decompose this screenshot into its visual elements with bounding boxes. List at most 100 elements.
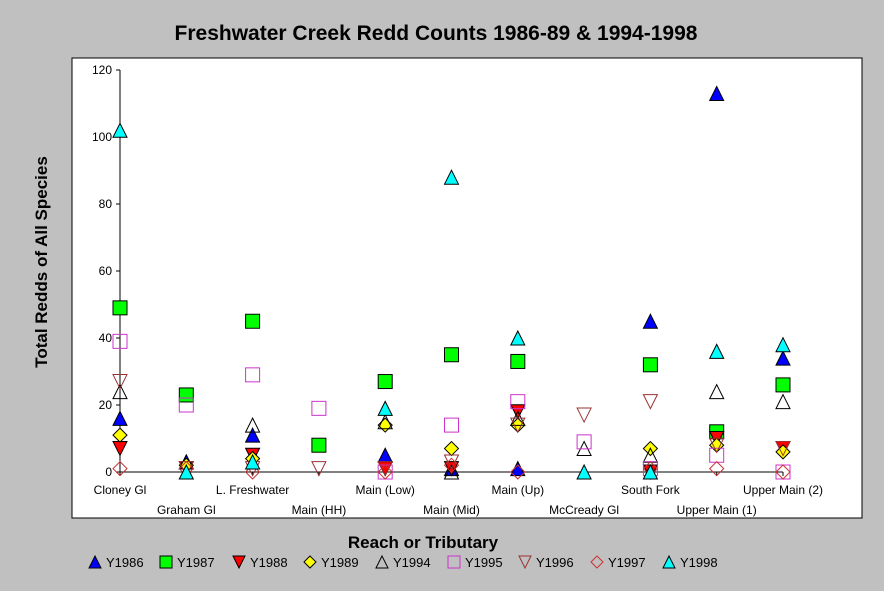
data-point: [377, 400, 394, 416]
data-point: [178, 463, 195, 480]
legend-marker: [159, 555, 173, 569]
legend-item: Y1987: [159, 555, 215, 570]
data-point: [509, 417, 526, 434]
legend-item: Y1997: [590, 555, 646, 570]
data-point: [112, 410, 128, 426]
data-point: [642, 357, 658, 373]
legend-marker: [375, 554, 389, 569]
y-tick-label: 80: [99, 197, 113, 211]
y-tick-label: 100: [92, 130, 112, 144]
y-tick-label: 20: [99, 398, 113, 412]
data-point: [443, 457, 460, 474]
data-point: [708, 85, 725, 101]
legend-item: Y1989: [303, 555, 359, 570]
data-point: [642, 394, 659, 410]
data-point: [112, 374, 128, 390]
legend-label: Y1987: [177, 555, 215, 570]
data-point: [775, 336, 791, 353]
legend-marker: [662, 554, 676, 569]
legend-marker: [303, 555, 317, 569]
x-tick-label: Cloney Gl: [94, 483, 147, 497]
data-point: [775, 393, 791, 410]
x-tick-label: Main (HH): [292, 503, 347, 517]
legend-label: Y1994: [393, 555, 431, 570]
data-point: [775, 349, 791, 366]
data-point: [510, 353, 526, 369]
legend-label: Y1988: [250, 555, 288, 570]
legend-label: Y1998: [680, 555, 718, 570]
legend-item: Y1995: [447, 555, 503, 570]
x-axis-title: Reach or Tributary: [348, 533, 499, 552]
legend-marker: [88, 554, 102, 569]
data-point: [443, 440, 460, 457]
legend-item: Y1986: [88, 554, 144, 570]
legend-label: Y1986: [106, 555, 144, 570]
legend-marker: [232, 555, 246, 570]
data-point: [708, 343, 725, 359]
data-point: [509, 329, 526, 346]
data-point: [112, 333, 128, 349]
data-point: [244, 427, 261, 443]
data-marks: [112, 85, 791, 481]
data-point: [642, 463, 659, 480]
legend-label: Y1989: [321, 555, 359, 570]
x-tick-label: McCready Gl: [549, 503, 619, 517]
legend-item: Y1994: [375, 554, 431, 570]
data-point: [444, 347, 459, 363]
data-point: [245, 367, 261, 383]
x-tick-label: Main (Low): [356, 483, 415, 497]
data-point: [112, 427, 128, 443]
data-point: [510, 464, 526, 480]
series-Y1998: [112, 122, 791, 480]
data-point: [775, 377, 791, 393]
data-point: [244, 464, 261, 480]
y-tick-label: 40: [99, 331, 113, 345]
data-point: [178, 397, 194, 413]
y-tick-label: 60: [99, 264, 113, 278]
data-point: [444, 417, 459, 433]
x-tick-label: Graham Gl: [157, 503, 216, 517]
data-point: [775, 464, 791, 480]
data-point: [642, 313, 659, 329]
data-point: [576, 463, 592, 480]
data-point: [377, 464, 393, 480]
x-tick-label: Main (Up): [491, 483, 544, 497]
data-point: [311, 400, 327, 416]
y-axis-title: Total Redds of All Species: [32, 156, 51, 368]
data-point: [178, 387, 194, 403]
x-tick-label: Main (Mid): [423, 503, 480, 517]
legend-label: Y1997: [608, 555, 646, 570]
series-Y1997: [112, 457, 791, 480]
data-point: [576, 434, 592, 450]
data-point: [112, 460, 128, 477]
data-point: [708, 383, 725, 400]
data-point: [377, 413, 394, 430]
x-tick-label: South Fork: [621, 483, 681, 497]
data-point: [443, 169, 460, 185]
data-point: [245, 313, 261, 329]
plot-area: [71, 57, 863, 519]
x-tick-label: Upper Main (1): [677, 503, 757, 517]
data-point: [311, 461, 327, 477]
data-point: [112, 300, 128, 316]
data-point: [244, 416, 261, 433]
data-point: [510, 394, 526, 410]
data-point: [708, 460, 725, 477]
legend-item: Y1998: [662, 554, 718, 570]
legend: Y1986 Y1987 Y1988 Y1989 Y1994 Y1995 Y1996 Y1997…: [88, 554, 718, 570]
legend-marker: [518, 555, 532, 570]
data-point: [443, 463, 460, 480]
data-point: [311, 437, 327, 453]
data-point: [576, 407, 592, 424]
data-point: [112, 383, 128, 400]
data-point: [377, 374, 393, 390]
data-point: [775, 441, 791, 457]
data-point: [244, 453, 261, 470]
data-point: [708, 437, 725, 454]
axes: 0 20 40 60 80 100 120 Cloney Gl Graham GlL. Fres…: [92, 63, 823, 517]
legend-marker: [447, 555, 461, 569]
x-tick-label: Upper Main (2): [743, 483, 823, 497]
legend-label: Y1995: [465, 555, 503, 570]
legend-item: Y1988: [232, 555, 288, 570]
